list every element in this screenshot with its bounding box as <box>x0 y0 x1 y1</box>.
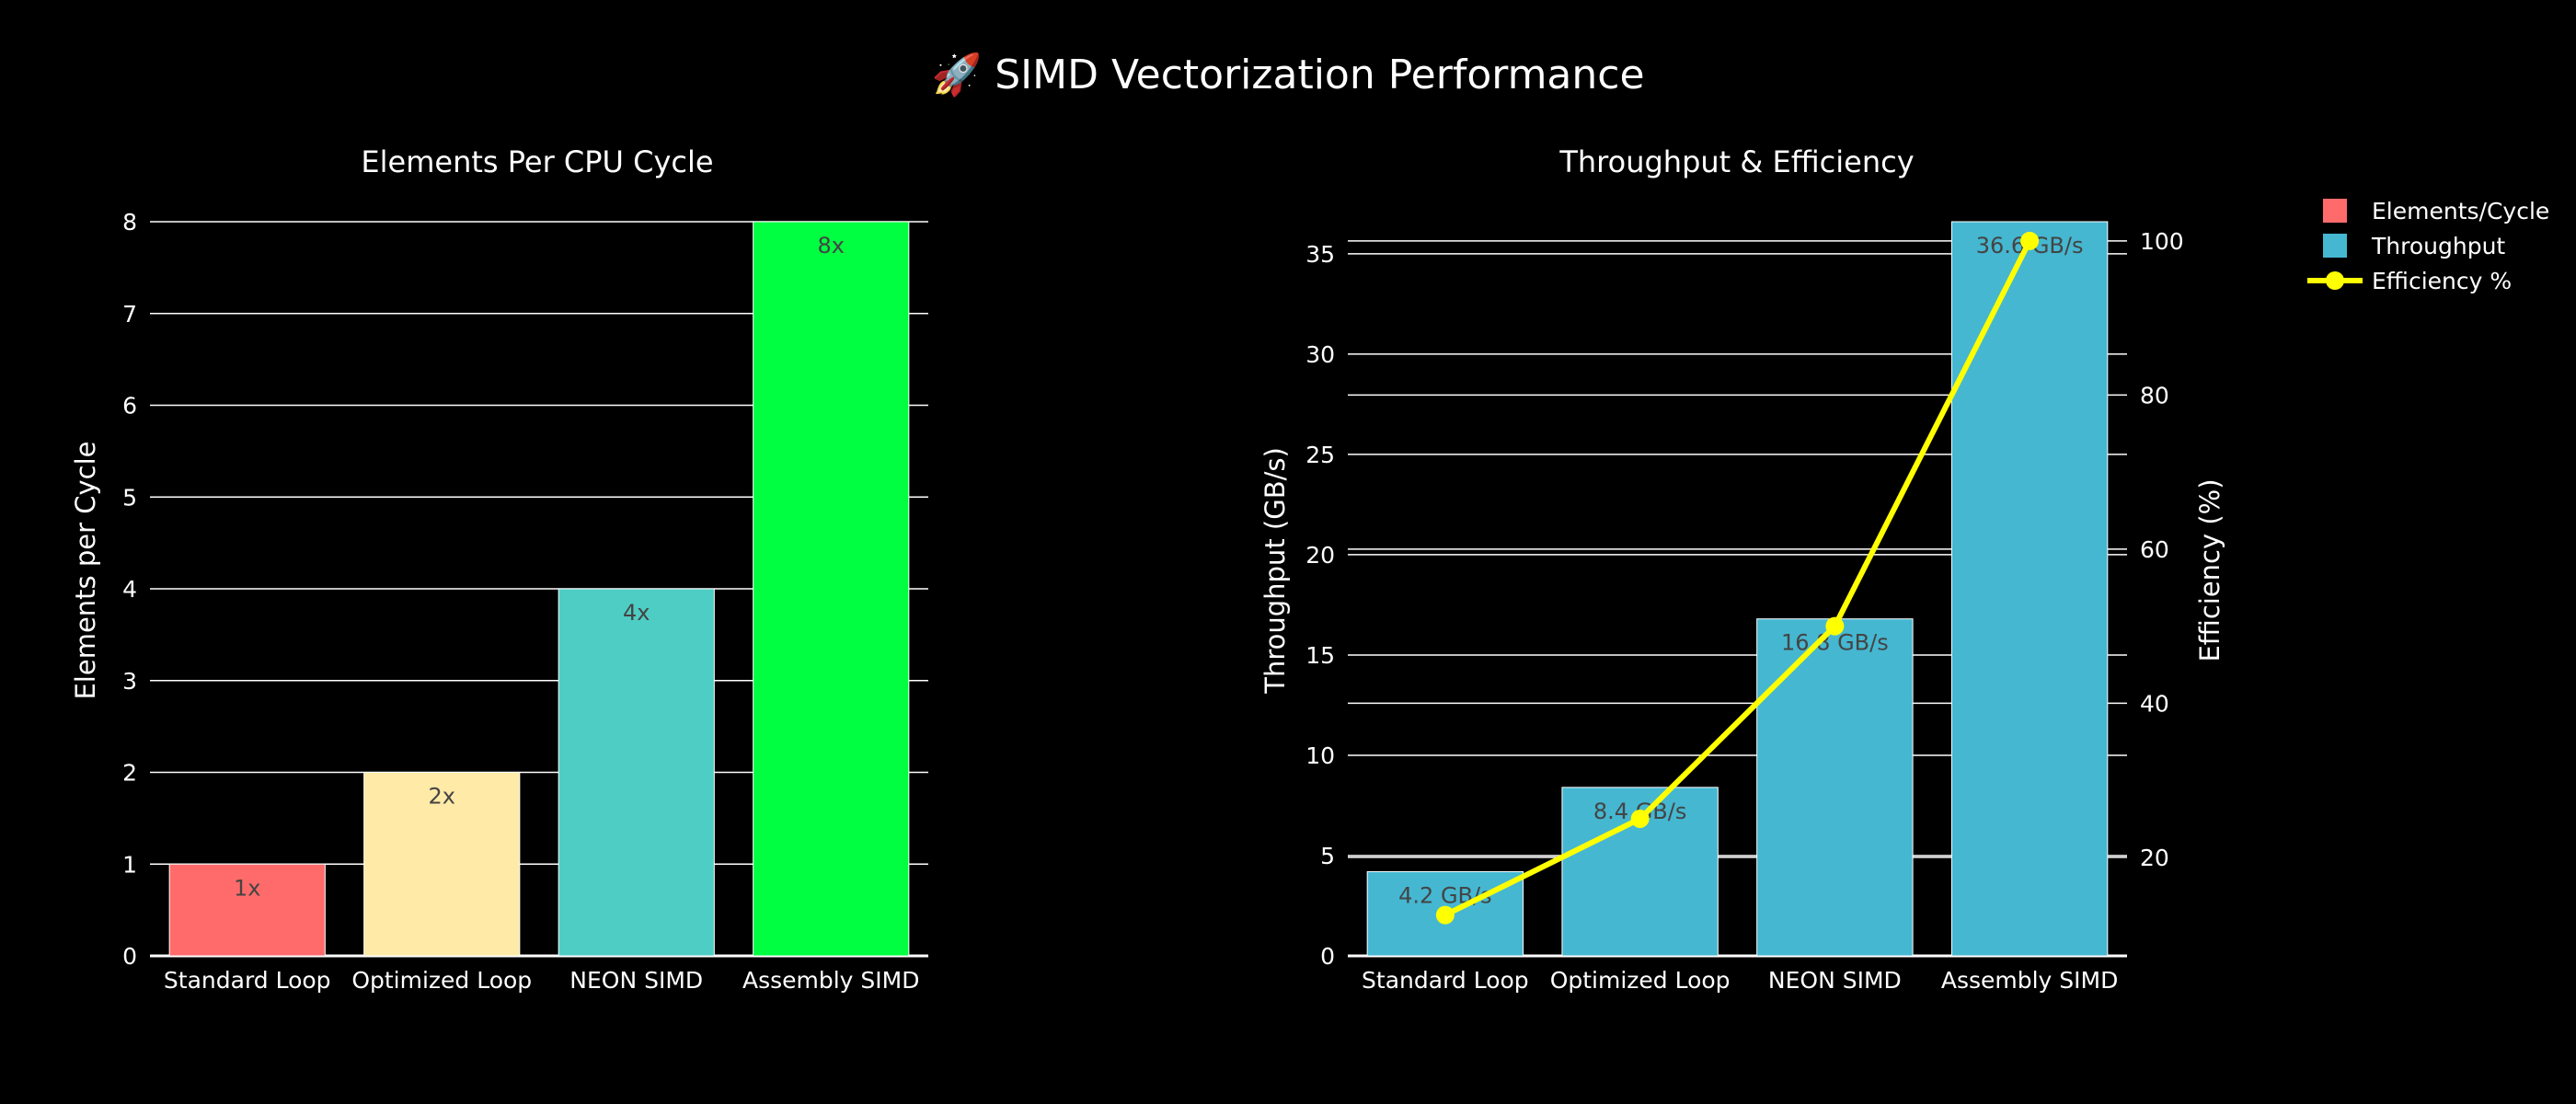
chart1-y-tick-label: 2 <box>122 760 137 787</box>
chart1-y-tick-labels: 0 1 2 3 4 5 6 7 8 <box>122 209 137 970</box>
chart1-bar-label: 4x <box>623 600 650 626</box>
chart2-y-axis-label: Throughput (GB/s) <box>1259 447 1291 695</box>
chart1-bar <box>753 221 910 957</box>
chart2-bar <box>1950 221 2109 957</box>
legend-marker <box>2326 271 2344 290</box>
chart1-x-tick-label: Optimized Loop <box>351 967 532 994</box>
chart2-y-tick-labels: 0 5 10 15 20 25 30 35 <box>1305 241 1335 970</box>
chart2-y2-tick-label: 100 <box>2140 228 2184 255</box>
chart2-y2-tick-label: 80 <box>2140 382 2169 408</box>
chart2-efficiency-series-line <box>1443 239 2032 918</box>
chart2-bar <box>1756 618 1914 957</box>
chart-elements-per-cycle: Elements Per CPU Cycle Elements per Cycl… <box>70 144 928 994</box>
chart1-title: Elements Per CPU Cycle <box>361 144 713 179</box>
chart2-y-tick-label: 15 <box>1305 642 1335 669</box>
chart2-y-tick-label: 35 <box>1305 241 1335 268</box>
chart1-y-tick-label: 5 <box>122 484 137 511</box>
legend-swatch <box>2323 234 2347 258</box>
chart1-y-axis-label: Elements per Cycle <box>70 441 101 699</box>
chart1-x-tick-label: NEON SIMD <box>569 967 703 994</box>
chart2-x-tick-label: NEON SIMD <box>1768 967 1902 994</box>
chart1-bar <box>363 772 521 957</box>
chart2-bars: 4.2 GB/s8.4 GB/s16.8 GB/s36.6 GB/s <box>1366 221 2109 957</box>
chart2-y-tick-label: 10 <box>1305 742 1335 769</box>
chart2-y2-tick-label: 40 <box>2140 690 2169 717</box>
chart2-efficiency-point <box>1435 905 1455 925</box>
chart1-y-tick-label: 0 <box>122 943 137 970</box>
chart1-y-tick-label: 3 <box>122 668 137 695</box>
chart2-y-tick-label: 30 <box>1305 341 1335 368</box>
chart1-y-tick-label: 6 <box>122 393 137 420</box>
chart1-bar-label: 2x <box>429 784 455 810</box>
chart1-bars: 1x 2x 4x 8x <box>168 221 910 957</box>
legend-label: Efficiency % <box>2372 268 2512 294</box>
chart1-y-tick-label: 4 <box>122 576 137 603</box>
legend: Elements/Cycle Throughput Efficiency % <box>2307 198 2549 294</box>
chart2-x-tick-label: Optimized Loop <box>1550 967 1731 994</box>
chart2-y2-tick-labels: 20 40 60 80 100 <box>2140 228 2184 871</box>
chart2-y2-tick-label: 60 <box>2140 536 2169 563</box>
chart2-x-tick-labels: Standard Loop Optimized Loop NEON SIMD Asse… <box>1362 967 2118 994</box>
chart1-bar-label: 1x <box>234 875 260 901</box>
chart2-x-tick-label: Assembly SIMD <box>1941 967 2119 994</box>
chart1-x-tick-label: Assembly SIMD <box>742 967 920 994</box>
chart2-efficiency-point <box>2020 231 2040 250</box>
chart1-x-tick-labels: Standard Loop Optimized Loop NEON SIMD Asse… <box>164 967 920 994</box>
chart1-y-tick-label: 1 <box>122 851 137 878</box>
chart2-y-tick-label: 0 <box>1320 943 1335 970</box>
legend-label: Throughput <box>2371 233 2505 259</box>
chart2-efficiency-point <box>1825 616 1845 636</box>
chart2-title: Throughput & Efficiency <box>1558 144 1914 179</box>
chart2-y-tick-label: 25 <box>1305 442 1335 468</box>
legend-swatch <box>2323 199 2347 223</box>
chart1-bar-label: 8x <box>818 233 845 259</box>
chart2-x-tick-label: Standard Loop <box>1362 967 1529 994</box>
chart2-efficiency-line <box>1435 231 2040 925</box>
chart1-bar <box>168 863 326 957</box>
chart1-y-tick-label: 8 <box>122 209 137 236</box>
chart2-y2-axis-label: Efficiency (%) <box>2194 478 2225 661</box>
main-title: 🚀 SIMD Vectorization Performance <box>931 52 1644 98</box>
legend-label: Elements/Cycle <box>2372 198 2549 224</box>
chart1-y-tick-label: 7 <box>122 301 137 328</box>
chart2-y-tick-label: 5 <box>1320 843 1335 869</box>
chart2-efficiency-point <box>1630 809 1650 828</box>
chart2-y-tick-label: 20 <box>1305 542 1335 569</box>
chart2-y2-tick-label: 20 <box>2140 845 2169 871</box>
chart-throughput-efficiency: Throughput & Efficiency Throughput (GB/s… <box>1259 144 2225 994</box>
chart1-x-tick-label: Standard Loop <box>164 967 331 994</box>
chart2-bar-label: 4.2 GB/s <box>1398 882 1491 908</box>
chart1-bar <box>558 588 715 957</box>
